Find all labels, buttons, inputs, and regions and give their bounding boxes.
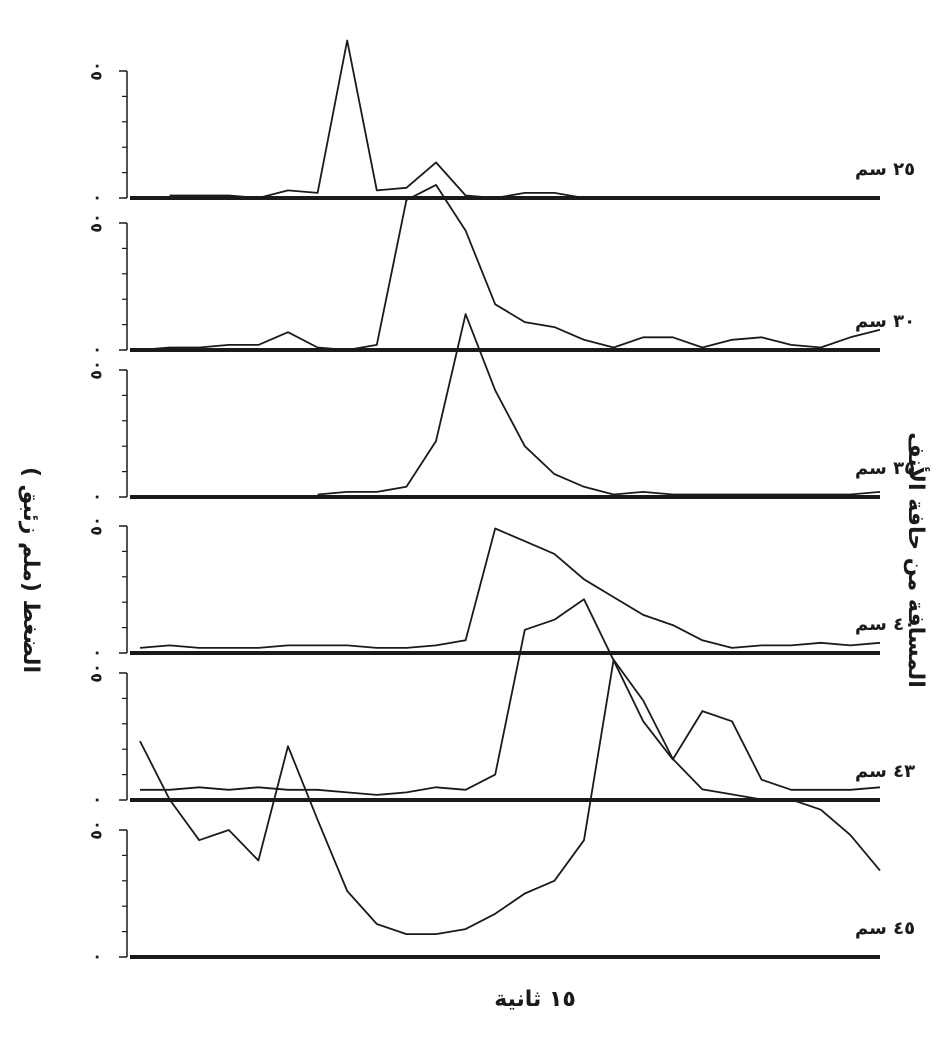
trace [169,39,585,199]
panel-label: ٤٣ سم [855,761,915,782]
y-tick-label: ٥٠ [87,61,106,81]
y-tick-label: ٥٠ [87,516,106,536]
y-tick-label: ٥٠ [87,360,106,380]
y-tick-label: ٥٠ [87,663,106,683]
trace [140,598,881,796]
y-axis-label: الضغط (ملم زئبق ) [18,467,43,673]
y-tick-label: ٠ [87,648,106,658]
panel-label: ٤٠ سم [855,614,915,635]
panel-label: ٣٥ سم [855,458,915,479]
y-tick-label: ٠ [87,492,106,502]
side-label: المسافة من حافة الأنف [903,432,931,688]
trace [317,313,881,496]
panel-label: ٤٥ سم [855,918,915,939]
trace [139,658,881,935]
y-tick-label: ٠ [87,795,106,805]
y-tick-label: ٠ [87,193,106,203]
y-tick-label: ٠ [87,345,106,355]
trace [139,184,881,351]
trace [139,527,881,649]
y-tick-label: ٥٠ [87,820,106,840]
time-scale-label: ١٥ ثانية [494,987,576,1012]
y-tick-label: ٥٠ [87,213,106,233]
panel-label: ٢٥ سم [855,159,915,180]
y-tick-label: ٠ [87,952,106,962]
panel-label: ٣٠ سم [855,311,915,332]
